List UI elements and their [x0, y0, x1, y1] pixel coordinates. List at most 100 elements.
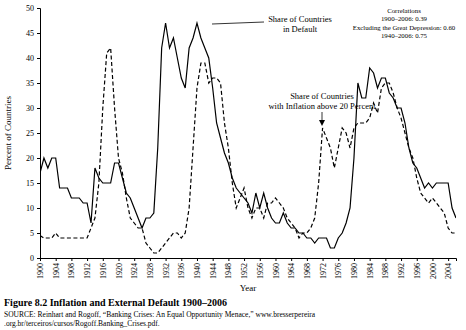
x-tick-mark — [307, 258, 308, 261]
annotation: Share of Countries — [268, 14, 332, 24]
x-tick: 1948 — [224, 258, 233, 279]
x-tick-mark — [323, 258, 324, 261]
x-tick: 1920 — [115, 258, 124, 279]
x-tick-mark — [56, 258, 57, 261]
x-tick-label: 1932 — [162, 263, 171, 279]
x-tick-mark — [228, 258, 229, 261]
y-tick-label: 40 — [26, 54, 34, 63]
x-tick-label: 1908 — [67, 263, 76, 279]
x-tick-mark — [338, 258, 339, 261]
plot-area — [40, 23, 456, 253]
annotations: Share of Countriesin DefaultShare of Cou… — [212, 7, 456, 126]
x-tick-label: 1916 — [99, 263, 108, 279]
x-tick: 1988 — [381, 258, 390, 279]
y-tick-label: 5 — [30, 229, 34, 238]
x-tick: 2004 — [444, 258, 453, 279]
x-tick-label: 1988 — [381, 263, 390, 279]
y-tick-label: 0 — [30, 254, 34, 263]
x-tick-label: 1944 — [209, 263, 218, 279]
annotation: 1900–2006: 0.39 — [381, 15, 428, 22]
x-tick-label: 1904 — [52, 263, 61, 279]
y-tick-mark — [37, 83, 40, 84]
y-tick-mark — [37, 133, 40, 134]
x-tick: 1972 — [319, 258, 328, 279]
x-tick-label: 1976 — [334, 263, 343, 279]
x-tick-label: 1984 — [366, 263, 375, 279]
x-tick: 2000 — [429, 258, 438, 279]
y-tick-label: 30 — [26, 104, 34, 113]
x-tick-mark — [213, 258, 214, 261]
x-tick: 1932 — [162, 258, 171, 279]
series-line — [40, 48, 456, 253]
x-tick-mark — [401, 258, 402, 261]
y-tick: 20 — [26, 154, 40, 163]
x-tick-label: 1952 — [240, 263, 249, 279]
y-axis-line — [37, 9, 41, 259]
y-tick-mark — [37, 208, 40, 209]
x-tick: 1916 — [99, 258, 108, 279]
annotation: in Default — [283, 24, 318, 34]
x-tick-mark — [118, 258, 119, 261]
y-tick: 0 — [30, 254, 40, 263]
x-tick-label: 1972 — [319, 263, 328, 279]
y-tick-label: 25 — [26, 129, 34, 138]
y-tick: 30 — [26, 104, 40, 113]
x-tick: 1996 — [413, 258, 422, 279]
x-tick-mark — [181, 258, 182, 261]
source: SOURCE: Reinhart and Rogoff, “Banking Cr… — [4, 310, 316, 319]
series-line — [40, 23, 456, 248]
y-tick-label: 20 — [26, 154, 34, 163]
arrow-head — [319, 120, 325, 126]
annotation: with Inflation above 20 Percent — [268, 101, 376, 111]
x-tick-mark — [40, 258, 41, 261]
x-tick-mark — [103, 258, 104, 261]
y-tick-label: 35 — [26, 79, 34, 88]
y-tick-mark — [37, 33, 40, 34]
x-tick-label: 1900 — [36, 263, 45, 279]
x-tick-mark — [71, 258, 72, 261]
x-axis-line — [41, 259, 457, 262]
x-tick-label: 1996 — [413, 263, 422, 279]
x-tick-label: 2004 — [444, 263, 453, 279]
x-tick-mark — [134, 258, 135, 261]
x-tick-mark — [244, 258, 245, 261]
x-tick-mark — [370, 258, 371, 261]
x-tick: 1940 — [193, 258, 202, 279]
y-tick-label: 10 — [26, 204, 34, 213]
y-axis-title: Percent of Countries — [3, 96, 13, 170]
x-tick: 1956 — [256, 258, 265, 279]
x-tick-mark — [432, 258, 433, 261]
x-tick-mark — [385, 258, 386, 261]
x-tick: 1976 — [334, 258, 343, 279]
x-tick-mark — [150, 258, 151, 261]
y-tick: 10 — [26, 204, 40, 213]
source: .org.br/terceiros/cursos/Rogoff.Banking_… — [4, 319, 160, 328]
y-tick: 50 — [26, 4, 40, 13]
annotation: Correlations — [387, 7, 421, 14]
leader-line — [212, 22, 264, 24]
y-tick: 35 — [26, 79, 40, 88]
x-tick-mark — [275, 258, 276, 261]
x-tick-label: 1948 — [224, 263, 233, 279]
x-axis: 1900 1904 1908 1912 1916 1920 1924 1928 1932 1936… — [36, 258, 456, 279]
annotation: Share of Countries — [290, 91, 354, 101]
x-tick: 1924 — [130, 258, 139, 279]
x-tick-label: 1936 — [177, 263, 186, 279]
y-axis: 05101520253035404550 — [26, 4, 41, 263]
x-tick-label: 1920 — [115, 263, 124, 279]
y-tick-mark — [37, 158, 40, 159]
annotation: 1940–2006: 0.75 — [381, 32, 428, 39]
x-tick: 1992 — [397, 258, 406, 279]
x-tick: 1908 — [67, 258, 76, 279]
y-tick: 25 — [26, 129, 40, 138]
x-tick: 1928 — [146, 258, 155, 279]
x-tick: 1980 — [350, 258, 359, 279]
x-tick-label: 1912 — [83, 263, 92, 279]
x-tick: 1944 — [209, 258, 218, 279]
x-tick: 1952 — [240, 258, 249, 279]
y-tick-mark — [37, 233, 40, 234]
y-tick-label: 50 — [26, 4, 34, 13]
y-tick-label: 45 — [26, 29, 34, 38]
x-tick: 1964 — [287, 258, 296, 279]
x-tick-mark — [166, 258, 167, 261]
